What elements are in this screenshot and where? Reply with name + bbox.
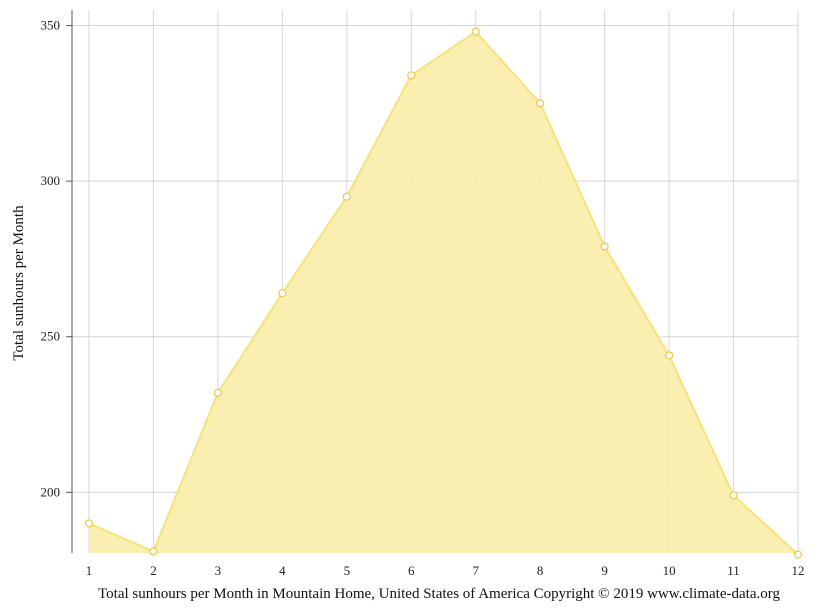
x-tick-label: 1: [86, 563, 93, 578]
data-point[interactable]: [149, 547, 158, 556]
y-axis-ticks: 200 250 300 350: [41, 18, 72, 499]
data-point[interactable]: [407, 71, 416, 80]
data-point[interactable]: [536, 99, 545, 108]
x-tick-label: 5: [344, 563, 351, 578]
x-tick-label: 2: [150, 563, 157, 578]
y-tick-label: 200: [41, 484, 61, 499]
y-tick-label: 300: [41, 173, 61, 188]
data-point[interactable]: [213, 388, 223, 397]
x-tick-label: 4: [279, 563, 286, 578]
y-axis-title: Total sunhours per Month: [11, 205, 27, 361]
data-point[interactable]: [793, 550, 803, 559]
x-tick-label: 6: [408, 563, 415, 578]
data-point[interactable]: [729, 491, 738, 500]
data-point[interactable]: [84, 519, 94, 528]
y-tick-label: 250: [41, 329, 61, 344]
data-point[interactable]: [278, 289, 287, 298]
x-tick-label: 9: [601, 563, 608, 578]
chart-caption: Total sunhours per Month in Mountain Hom…: [98, 586, 780, 602]
data-point[interactable]: [664, 351, 674, 360]
x-tick-label: 12: [792, 563, 805, 578]
x-tick-label: 11: [727, 563, 740, 578]
x-tick-label: 8: [537, 563, 544, 578]
data-point[interactable]: [600, 242, 609, 251]
x-tick-label: 7: [472, 563, 479, 578]
data-points: [84, 27, 803, 559]
sunhours-area: [89, 31, 798, 555]
data-point[interactable]: [471, 27, 480, 36]
x-tick-label: 10: [663, 563, 676, 578]
x-tick-label: 3: [215, 563, 222, 578]
x-axis-ticks: 1 2 3 4 5 6 7 8 9 10 11 12: [86, 563, 805, 578]
sunhours-line: [88, 30, 799, 556]
y-tick-label: 350: [41, 18, 61, 33]
data-point[interactable]: [342, 192, 351, 201]
